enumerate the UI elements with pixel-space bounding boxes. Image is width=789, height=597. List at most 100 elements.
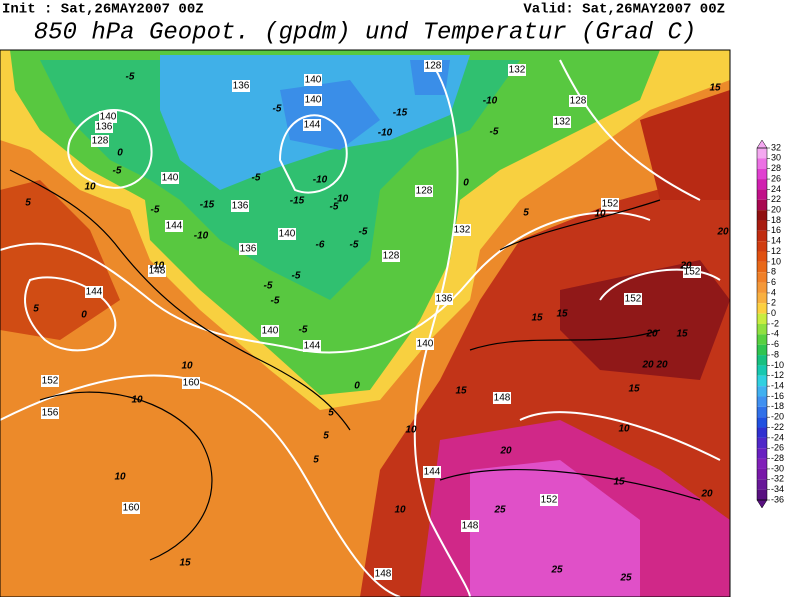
colorbar-tick-label: 24 xyxy=(771,184,781,194)
label-box xyxy=(553,116,571,128)
colorbar-segment xyxy=(757,303,767,314)
temperature-label: 15 xyxy=(179,558,191,569)
colorbar-segment xyxy=(757,230,767,242)
label-box xyxy=(540,494,558,506)
label-box xyxy=(374,568,392,580)
colorbar-tick-label: -2 xyxy=(771,318,779,328)
geopotential-label: 128 xyxy=(92,136,109,147)
geopotential-label: 144 xyxy=(304,120,321,131)
colorbar-tick-label: 20 xyxy=(771,204,781,214)
temperature-label: 10 xyxy=(405,425,417,436)
colorbar-segment xyxy=(757,417,767,428)
temperature-label: 10 xyxy=(114,472,126,483)
label-box xyxy=(461,520,479,532)
colorbar-segment xyxy=(757,458,767,469)
label-box xyxy=(508,64,526,76)
geopotential-label: 136 xyxy=(436,294,453,305)
temperature-label: 5 xyxy=(25,198,31,209)
colorbar-tick-label: -22 xyxy=(771,422,784,432)
colorbar-segment xyxy=(757,220,767,231)
colorbar-tick-label: -8 xyxy=(771,349,779,359)
colorbar-arrow-top xyxy=(756,139,768,149)
temperature-label: 20 xyxy=(641,360,654,371)
colorbar-segment xyxy=(757,261,767,273)
temperature-label: -10 xyxy=(483,96,498,107)
colorbar-segment xyxy=(757,427,767,438)
label-box xyxy=(161,172,179,184)
geopotential-label: 156 xyxy=(42,408,59,419)
temperature-label: 0 xyxy=(463,178,469,189)
label-box xyxy=(493,392,511,404)
geopotential-label: 128 xyxy=(570,96,587,107)
colorbar-tick-label: 2 xyxy=(771,298,776,308)
temperature-label: -5 xyxy=(350,240,359,251)
colorbar-tick-label: -18 xyxy=(771,401,784,411)
geopotential-label: 144 xyxy=(424,467,441,478)
geopotential-label: 152 xyxy=(42,376,59,387)
geopotential-label: 140 xyxy=(100,112,117,123)
colorbar-tick-label: 10 xyxy=(771,256,781,266)
colorbar-segment xyxy=(757,324,767,335)
temperature-label: -5 xyxy=(113,166,122,177)
geopotential-label: 140 xyxy=(417,339,434,350)
geopotential-label: 128 xyxy=(383,251,400,262)
temperature-label: 15 xyxy=(676,329,688,340)
geopotential-label: 140 xyxy=(305,75,322,86)
temperature-label: 10 xyxy=(131,395,143,406)
label-box xyxy=(601,198,619,210)
colorbar-tick-label: -14 xyxy=(771,380,784,390)
temperature-label: 15 xyxy=(613,477,625,488)
geopotential-label: 152 xyxy=(684,267,701,278)
colorbar-segment xyxy=(757,386,767,397)
temperature-label: 20 xyxy=(716,227,729,238)
temperature-label: -5 xyxy=(490,127,499,138)
valid-time: Valid: Sat,26MAY2007 00Z xyxy=(523,2,725,18)
label-box xyxy=(95,121,113,133)
geopotential-label: 152 xyxy=(602,199,619,210)
colorbar-tick-label: 26 xyxy=(771,173,781,183)
colorbar-segment xyxy=(757,251,767,262)
temperature-label: -10 xyxy=(150,261,165,272)
geopotential-label: 144 xyxy=(166,221,183,232)
temperature-label: 10 xyxy=(181,361,193,372)
temperature-label: 10 xyxy=(594,209,606,220)
label-box xyxy=(261,325,279,337)
temperature-label: 0 xyxy=(354,381,360,392)
colorbar-tick-label: -20 xyxy=(771,412,784,422)
colorbar-tick-label: 14 xyxy=(771,236,781,246)
label-box xyxy=(304,94,322,106)
colorbar-segment xyxy=(757,313,767,324)
temperature-label: -5 xyxy=(264,281,273,292)
temperature-label: 5 xyxy=(313,455,319,466)
colorbar-tick-label: 0 xyxy=(771,308,776,318)
colorbar-tick-label: 16 xyxy=(771,225,781,235)
colorbar-segment xyxy=(757,168,767,180)
temperature-label: -15 xyxy=(290,196,305,207)
geopotential-label: 140 xyxy=(162,173,179,184)
geopotential-label: 132 xyxy=(554,117,571,128)
colorbar-segment xyxy=(757,272,767,283)
label-box xyxy=(304,74,322,86)
colorbar-segment xyxy=(757,375,767,387)
temperature-label: 25 xyxy=(619,573,632,584)
temperature-label: 10 xyxy=(394,505,406,516)
temperature-label: 5 xyxy=(523,208,529,219)
geopotential-label: 136 xyxy=(232,201,249,212)
init-time: Init : Sat,26MAY2007 00Z xyxy=(2,2,204,18)
temperature-label: 0 xyxy=(117,148,123,159)
colorbar-tick-label: -34 xyxy=(771,484,784,494)
temperature-label: 20 xyxy=(499,446,512,457)
temperature-label: -5 xyxy=(273,104,282,115)
colorbar-tick-label: 8 xyxy=(771,267,776,277)
colorbar-segment xyxy=(757,406,767,418)
geopotential-label: 128 xyxy=(416,186,433,197)
temperature-label: -5 xyxy=(271,296,280,307)
label-box xyxy=(569,95,587,107)
colorbar-tick-label: 30 xyxy=(771,153,781,163)
label-box xyxy=(424,60,442,72)
temperature-label: 10 xyxy=(618,424,630,435)
geopotential-label: 160 xyxy=(123,503,140,514)
label-box xyxy=(122,502,140,514)
temperature-label: 10 xyxy=(84,182,96,193)
